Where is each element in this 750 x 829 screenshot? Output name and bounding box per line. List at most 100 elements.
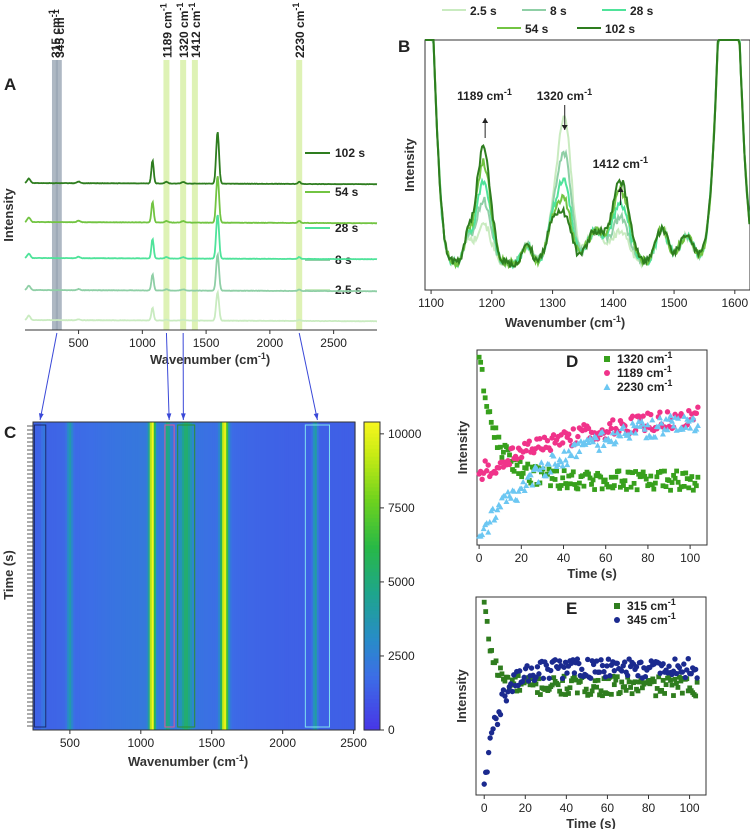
scatter-point xyxy=(484,769,490,775)
scatter-point xyxy=(678,678,684,684)
scatter-point xyxy=(597,692,602,698)
scatter-point xyxy=(548,667,554,674)
scatter-point xyxy=(598,688,604,694)
colorbar-cell xyxy=(364,452,380,458)
highlight-band xyxy=(191,60,198,330)
scatter-point xyxy=(694,679,700,685)
x-axis-label: Wavenumber (cm-1) xyxy=(150,351,270,367)
scatter-point xyxy=(574,690,580,696)
scatter-point xyxy=(574,440,581,446)
heatmap-cell xyxy=(346,422,350,730)
scatter-point xyxy=(594,442,601,448)
scatter-point xyxy=(593,658,600,664)
scatter-point xyxy=(545,461,552,467)
heatmap-cell xyxy=(320,422,324,730)
colorbar-cell xyxy=(364,726,380,731)
scatter-point xyxy=(692,666,699,673)
scatter-point xyxy=(490,726,496,732)
colorbar-cell xyxy=(364,472,380,477)
scatter-point xyxy=(599,662,606,669)
scatter-point xyxy=(592,678,598,684)
heatmap-cell xyxy=(206,422,209,730)
panel-e-label: E xyxy=(566,599,577,618)
scatter-point xyxy=(559,675,566,682)
colorbar-cell xyxy=(364,533,380,539)
scatter-point xyxy=(527,682,533,688)
x-tick-label: 100 xyxy=(680,801,700,815)
colorbar-cell xyxy=(364,687,380,693)
heatmap-cell xyxy=(278,422,282,730)
colorbar-cell xyxy=(364,664,380,669)
heatmap-cell xyxy=(338,422,342,730)
plot-frame xyxy=(424,39,750,291)
scatter-point xyxy=(585,439,592,445)
heatmap-cell xyxy=(55,422,58,730)
colorbar-cell xyxy=(364,514,380,519)
scatter-point xyxy=(496,465,502,471)
legend-entry: 102 s xyxy=(605,22,635,36)
scatter-point xyxy=(679,690,685,696)
scatter-point xyxy=(663,682,669,688)
heatmap-cell xyxy=(121,422,125,730)
colorbar-cell xyxy=(364,491,380,496)
legend-entry: 28 s xyxy=(335,221,359,235)
scatter-point xyxy=(693,483,699,489)
scatter-point xyxy=(670,423,677,429)
scatter-point xyxy=(567,437,573,444)
link-arrowhead xyxy=(313,413,319,420)
scatter-point xyxy=(493,470,499,476)
colorbar-cell xyxy=(364,441,380,446)
heatmap-cell xyxy=(232,422,235,730)
legend-entry: 315 cm-1 xyxy=(627,597,676,613)
heatmap-cell xyxy=(216,422,219,730)
heatmap-cell xyxy=(328,422,332,730)
scatter-point xyxy=(490,425,496,431)
scatter-point xyxy=(694,675,700,681)
heatmap-cell xyxy=(109,422,113,730)
scatter-point xyxy=(629,413,636,419)
heatmap-cell xyxy=(47,422,50,730)
scatter-point xyxy=(536,466,543,473)
colorbar-cell xyxy=(364,487,380,492)
scatter-point xyxy=(507,452,512,458)
scatter-point xyxy=(581,483,587,489)
y-axis-label: Intensity xyxy=(1,188,16,242)
x-tick-label: 2000 xyxy=(269,736,296,750)
legend-entry: 1189 cm-1 xyxy=(617,364,672,380)
scatter-point xyxy=(547,447,554,453)
scatter-point xyxy=(639,473,645,478)
link-arrowhead xyxy=(38,413,44,420)
scatter-point xyxy=(558,691,564,697)
scatter-point xyxy=(605,429,611,435)
colorbar-cell xyxy=(364,475,380,481)
scatter-point xyxy=(590,438,597,445)
y-axis-label: Time (s) xyxy=(1,550,16,600)
heatmap-cell xyxy=(83,422,86,730)
heatmap-cell xyxy=(59,422,62,730)
scatter-point xyxy=(566,691,571,696)
heatmap-cell xyxy=(151,422,155,730)
scatter-point xyxy=(519,678,526,685)
scatter-point xyxy=(660,677,666,683)
scatter-point xyxy=(655,423,662,430)
scatter-point xyxy=(623,687,629,693)
scatter-point xyxy=(529,676,534,682)
scatter-point xyxy=(583,686,589,692)
scatter-point xyxy=(561,448,568,454)
scatter-point xyxy=(484,618,490,624)
scatter-point xyxy=(558,483,564,488)
scatter-point xyxy=(611,483,617,488)
heatmap-cell xyxy=(43,422,46,730)
band-label: 2230 cm-1 xyxy=(291,3,307,58)
heatmap-cell xyxy=(89,422,92,730)
scatter-point xyxy=(690,414,697,421)
x-tick-label: 80 xyxy=(642,801,656,815)
scatter-point xyxy=(604,691,610,696)
heatmap-cell xyxy=(133,422,137,730)
scatter-point xyxy=(484,468,490,474)
scatter-point xyxy=(589,688,595,694)
colorbar-cell xyxy=(364,645,380,650)
scatter-point xyxy=(695,404,701,410)
roi-box xyxy=(164,424,175,728)
heatmap-cell xyxy=(145,422,149,730)
